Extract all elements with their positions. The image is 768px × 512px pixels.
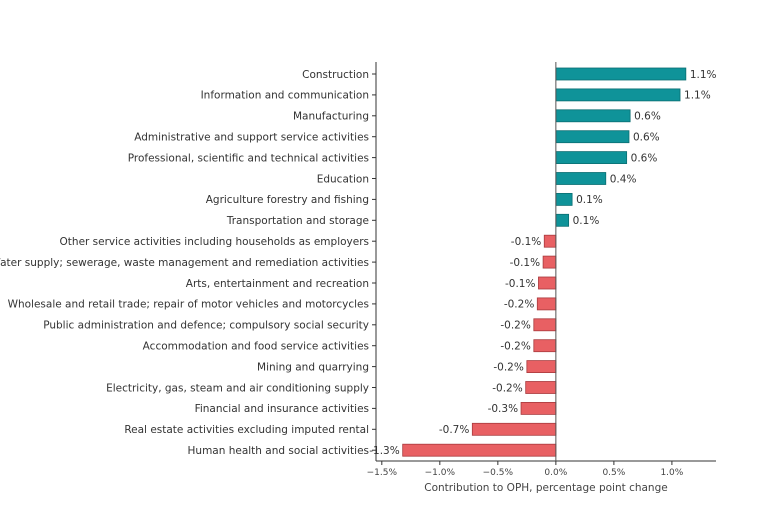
x-tick-label: −1.0%: [425, 468, 456, 478]
bar: [471, 422, 557, 436]
category-label: Manufacturing: [293, 111, 369, 123]
x-axis-title: Contribution to OPH, percentage point ch…: [424, 482, 667, 494]
value-label: -0.2%: [492, 382, 522, 394]
bar: [555, 151, 628, 165]
value-label: -0.7%: [439, 424, 469, 436]
value-label: 1.1%: [684, 90, 711, 102]
x-tick-label: −1.5%: [367, 468, 398, 478]
bar: [533, 339, 557, 353]
x-tick-label: 0.5%: [602, 468, 625, 478]
value-label: -0.1%: [505, 278, 535, 290]
bar: [526, 360, 557, 374]
x-tick-label: 1.0%: [660, 468, 683, 478]
category-label: Other service activities including house…: [60, 236, 369, 248]
bar: [538, 276, 557, 290]
category-label: Financial and insurance activities: [195, 403, 369, 415]
value-label: -0.3%: [488, 403, 518, 415]
value-label: 0.6%: [631, 152, 658, 164]
value-label: 0.6%: [633, 132, 660, 144]
value-label: -0.1%: [511, 236, 541, 248]
category-label: Accommodation and food service activitie…: [143, 341, 369, 353]
bar: [555, 192, 573, 206]
value-label: -0.2%: [500, 341, 530, 353]
bar: [402, 443, 557, 457]
value-label: -0.1%: [510, 257, 540, 269]
category-label: Mining and quarrying: [257, 361, 369, 373]
bar: [536, 297, 557, 311]
bar: [525, 381, 557, 394]
value-label: -0.2%: [493, 361, 523, 373]
bar: [555, 213, 570, 227]
bars-layer: [402, 67, 687, 457]
axes-layer: [372, 62, 716, 465]
value-label: 0.4%: [610, 173, 637, 185]
category-label: Electricity, gas, steam and air conditio…: [106, 382, 369, 394]
value-label: 0.1%: [576, 194, 603, 206]
value-label: -0.2%: [500, 320, 530, 332]
category-label: Administrative and support service activ…: [134, 132, 369, 144]
bar: [555, 109, 631, 123]
bar: [555, 67, 687, 81]
category-label: Information and communication: [201, 90, 369, 102]
bar: [542, 255, 557, 269]
category-label: Construction: [302, 69, 369, 81]
bar: [555, 130, 630, 144]
category-label: Water supply; sewerage, waste management…: [0, 257, 369, 269]
category-label: Transportation and storage: [226, 215, 369, 227]
labels-layer: Construction 1.1% Information and communic…: [0, 69, 717, 478]
value-label: 1.1%: [690, 69, 717, 81]
x-tick-label: 0.0%: [544, 468, 567, 478]
bar: [555, 172, 607, 185]
bar: [555, 88, 681, 102]
bar: [533, 318, 557, 332]
x-tick-label: −0.5%: [483, 468, 514, 478]
bar: [520, 401, 557, 415]
category-label: Agriculture forestry and fishing: [206, 194, 369, 206]
category-label: Wholesale and retail trade; repair of mo…: [8, 299, 369, 311]
category-label: Real estate activities excluding imputed…: [124, 424, 369, 436]
value-label: 0.6%: [634, 111, 661, 123]
value-label: 0.1%: [573, 215, 600, 227]
category-label: Human health and social activities: [188, 445, 369, 457]
value-label: -1.3%: [369, 445, 399, 457]
category-label: Arts, entertainment and recreation: [186, 278, 369, 290]
value-label: -0.2%: [504, 299, 534, 311]
category-label: Public administration and defence; compu…: [43, 320, 369, 332]
category-label: Professional, scientific and technical a…: [128, 152, 369, 164]
bar: [543, 234, 557, 248]
category-label: Education: [317, 173, 369, 185]
